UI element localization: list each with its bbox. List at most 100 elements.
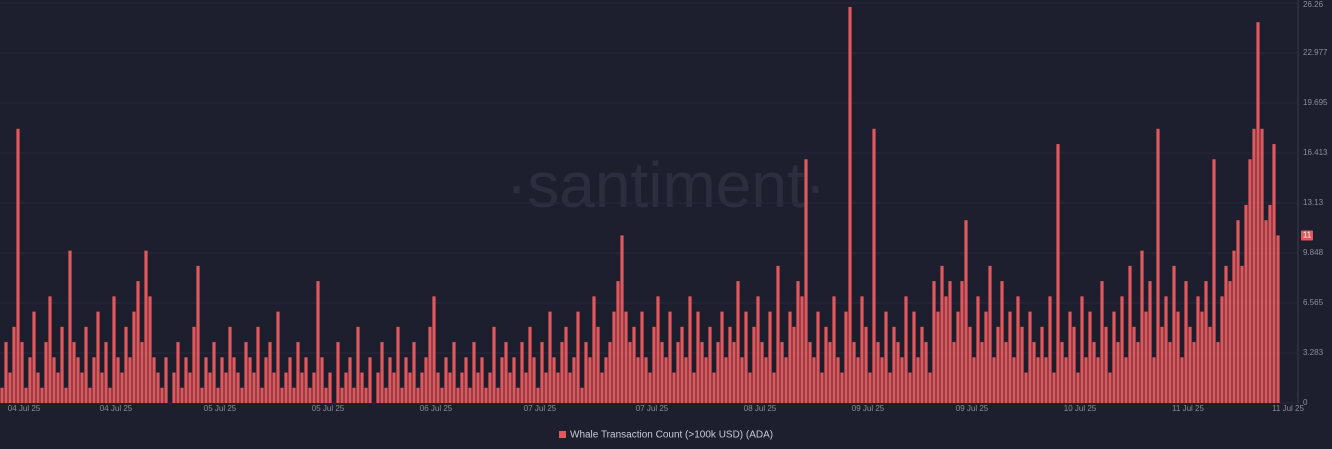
bar (740, 357, 744, 403)
bar (56, 372, 60, 403)
bar (340, 387, 344, 403)
bar (800, 296, 804, 403)
bar (1252, 128, 1256, 404)
bar (924, 342, 928, 403)
bar (200, 387, 204, 403)
bar (840, 372, 844, 403)
x-tick-label: 09 Jul 25 (956, 404, 989, 413)
bar (1188, 326, 1192, 403)
bar (52, 357, 56, 403)
bar (396, 326, 400, 403)
bar (816, 311, 820, 403)
bar (1020, 326, 1024, 403)
bar (24, 387, 28, 403)
bar (1196, 296, 1200, 403)
bar (1264, 220, 1268, 403)
bar (116, 357, 120, 403)
bar (1096, 357, 1100, 403)
bar (736, 281, 740, 403)
bar (180, 387, 184, 403)
bar (1176, 311, 1180, 403)
bar (724, 357, 728, 403)
bar (532, 357, 536, 403)
bar (644, 357, 648, 403)
bar (804, 159, 808, 403)
bar (916, 357, 920, 403)
bar (1220, 296, 1224, 403)
bar (236, 372, 240, 403)
bar (1236, 220, 1240, 403)
bar (1076, 372, 1080, 403)
bar (588, 357, 592, 403)
bar (512, 357, 516, 403)
bar (1124, 357, 1128, 403)
bar (272, 372, 276, 403)
bar (700, 342, 704, 403)
bar (788, 311, 792, 403)
x-tick-label: 08 Jul 25 (744, 404, 777, 413)
bar (1028, 311, 1032, 403)
bar (536, 387, 540, 403)
bar (720, 311, 724, 403)
bar (220, 357, 224, 403)
bar (612, 311, 616, 403)
bar (1048, 296, 1052, 403)
bar (320, 357, 324, 403)
bar (1056, 144, 1060, 403)
bar (892, 326, 896, 403)
bar (1000, 281, 1004, 403)
bar (528, 326, 532, 403)
bar (640, 311, 644, 403)
bar (1228, 281, 1232, 403)
bar (60, 326, 64, 403)
bar (628, 342, 632, 403)
bar (204, 357, 208, 403)
bar (992, 357, 996, 403)
bar (452, 342, 456, 403)
bar (712, 372, 716, 403)
bar (120, 372, 124, 403)
bar (348, 357, 352, 403)
bar (624, 311, 628, 403)
bar (684, 357, 688, 403)
bar (1004, 342, 1008, 403)
bar (456, 387, 460, 403)
bar (932, 281, 936, 403)
bar (212, 342, 216, 403)
bar (128, 357, 132, 403)
bar (324, 387, 328, 403)
bar (1052, 372, 1056, 403)
x-tick-label: 09 Jul 25 (852, 404, 885, 413)
bar (572, 357, 576, 403)
bar (1116, 342, 1120, 403)
bar (988, 265, 992, 403)
bar (832, 296, 836, 403)
bar (136, 281, 140, 403)
bar (1100, 281, 1104, 403)
bar (520, 342, 524, 403)
bar (1204, 281, 1208, 403)
bar (424, 357, 428, 403)
bar (356, 326, 360, 403)
bar (560, 342, 564, 403)
bar (1192, 342, 1196, 403)
bar (1064, 357, 1068, 403)
bar (48, 296, 52, 403)
bar (1084, 357, 1088, 403)
y-tick-label: 6.565 (1303, 298, 1324, 307)
bar (468, 387, 472, 403)
bar (948, 281, 952, 403)
bar (364, 387, 368, 403)
bar (328, 372, 332, 403)
bar (368, 357, 372, 403)
x-tick-label: 07 Jul 25 (524, 404, 557, 413)
bar (252, 372, 256, 403)
bar (680, 326, 684, 403)
bar (72, 342, 76, 403)
bar (688, 296, 692, 403)
bar (552, 357, 556, 403)
bar (436, 372, 440, 403)
y-tick-label: 0 (1303, 398, 1308, 407)
bar (280, 387, 284, 403)
bar (824, 326, 828, 403)
